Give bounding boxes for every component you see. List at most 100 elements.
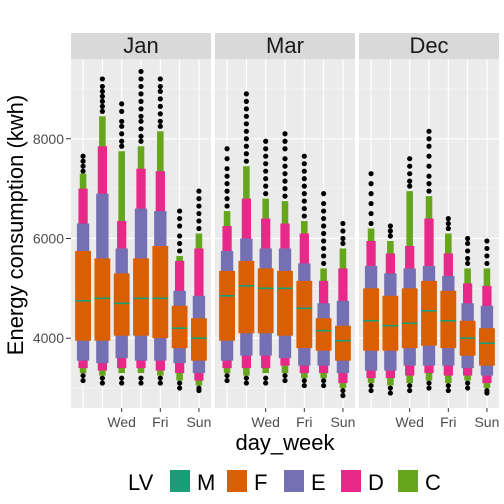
y-tick-label: 4000 [33,330,64,346]
legend-label-e: E [311,470,326,495]
outlier-point [243,151,249,157]
outlier-point [445,387,451,394]
y-axis-title: Energy consumption (kwh) [3,95,28,355]
lv-level-f [219,270,235,341]
outlier-point [301,205,307,212]
outlier-point [340,235,346,242]
lv-box-sun [191,188,207,394]
outlier-point [138,106,144,112]
lv-level-f [113,273,130,336]
outlier-point [340,220,346,227]
outlier-point [224,196,230,202]
lv-level-f [363,288,379,351]
outlier-point [426,385,432,391]
outlier-point [263,375,269,381]
outlier-point [196,210,202,217]
lv-box-mon [75,153,91,384]
outlier-point [301,198,307,204]
x-axis-title: day_week [235,430,335,455]
outlier-point [157,76,163,82]
outlier-point [426,143,432,149]
x-tick-label: Wed [107,414,136,430]
outlier-point [340,392,346,399]
outlier-point [177,240,183,247]
outlier-point [99,83,105,90]
outlier-point [407,178,413,184]
outlier-point [321,215,327,222]
outlier-point [177,385,183,391]
outlier-point [138,375,144,381]
outlier-point [484,238,490,244]
outlier-point [407,171,413,177]
outlier-point [407,163,413,169]
lv-box-wed [401,156,418,394]
lv-level-f [296,280,313,349]
outlier-point [484,253,490,259]
outlier-point [177,208,183,214]
outlier-point [80,163,86,169]
lv-box-thu [421,128,437,391]
outlier-point [263,168,269,174]
outlier-point [282,156,288,162]
outlier-point [99,380,105,386]
outlier-point [157,83,163,90]
outlier-point [243,380,249,386]
outlier-point [301,382,307,389]
panel-jan: Jan [71,33,211,408]
outlier-point [224,173,230,179]
outlier-point [263,176,269,182]
legend-key-m [170,470,190,492]
outlier-point [99,98,105,104]
lv-level-f [335,325,351,361]
lv-box-thu [133,68,149,386]
legend-label-c: C [425,470,441,495]
facet-strip-label: Jan [123,33,158,58]
lv-box-sun [335,220,351,399]
outlier-point [465,385,471,391]
outlier-point [301,183,307,189]
facet-strip [215,33,355,59]
outlier-point [119,123,125,129]
lv-box-sat [171,208,188,391]
outlier-point [263,380,269,386]
outlier-point [263,191,269,197]
outlier-point [321,230,327,237]
outlier-point [263,146,269,152]
lv-box-fri [296,153,313,389]
outlier-point [321,191,327,197]
facet-strip [71,33,211,59]
outlier-point [426,181,432,187]
outlier-point [301,161,307,167]
outlier-point [243,121,249,127]
lv-level-f [421,280,437,346]
outlier-point [263,183,269,189]
outlier-point [138,126,144,132]
outlier-point [445,220,451,227]
outlier-point [177,215,183,222]
legend-label-d: D [368,470,384,495]
lv-level-f [133,258,149,336]
outlier-point [80,153,86,159]
x-tick-label: Sun [330,414,355,430]
lv-level-f [94,258,111,341]
outlier-point [157,103,163,109]
outlier-point [99,375,105,381]
outlier-point [321,260,327,267]
outlier-point [301,377,307,384]
x-tick-label: Wed [395,414,424,430]
outlier-point [119,108,125,114]
outlier-point [368,382,374,389]
outlier-point [368,387,374,394]
x-tick-label: Sun [474,414,499,430]
outlier-point [138,118,144,124]
outlier-point [119,138,125,144]
outlier-point [282,178,288,184]
outlier-point [321,208,327,214]
outlier-point [138,380,144,386]
outlier-point [282,193,288,199]
outlier-point [157,96,163,102]
outlier-point [465,255,471,262]
outlier-point [243,143,249,149]
y-tick-label: 6000 [33,230,64,246]
outlier-point [119,101,125,107]
